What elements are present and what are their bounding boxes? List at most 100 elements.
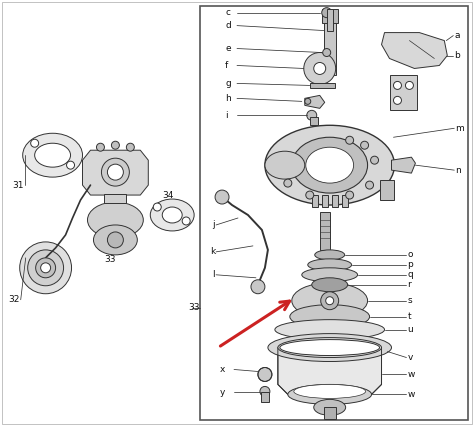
Bar bbox=[322, 195, 328, 207]
Text: c: c bbox=[225, 8, 230, 17]
Text: y: y bbox=[220, 388, 226, 397]
Bar bbox=[200, 6, 468, 420]
Circle shape bbox=[306, 191, 314, 199]
Circle shape bbox=[284, 179, 292, 187]
Polygon shape bbox=[382, 33, 447, 69]
Ellipse shape bbox=[23, 133, 82, 177]
Ellipse shape bbox=[288, 384, 372, 404]
Circle shape bbox=[127, 143, 134, 151]
Bar bbox=[322, 9, 337, 23]
Text: r: r bbox=[408, 280, 411, 289]
Circle shape bbox=[182, 217, 190, 225]
Text: v: v bbox=[408, 353, 413, 362]
Text: g: g bbox=[225, 79, 231, 88]
Text: n: n bbox=[456, 166, 461, 175]
Circle shape bbox=[322, 8, 332, 17]
Circle shape bbox=[20, 242, 72, 294]
Ellipse shape bbox=[315, 250, 345, 260]
Circle shape bbox=[307, 110, 317, 120]
Bar bbox=[312, 195, 318, 207]
Text: 34: 34 bbox=[163, 190, 174, 199]
Text: w: w bbox=[408, 390, 415, 399]
Circle shape bbox=[27, 250, 64, 286]
Ellipse shape bbox=[265, 125, 394, 205]
Text: u: u bbox=[408, 325, 413, 334]
Ellipse shape bbox=[162, 207, 182, 223]
Polygon shape bbox=[392, 157, 415, 173]
Circle shape bbox=[321, 292, 338, 310]
Circle shape bbox=[361, 141, 369, 149]
Circle shape bbox=[97, 143, 104, 151]
Circle shape bbox=[260, 386, 270, 397]
Ellipse shape bbox=[308, 259, 352, 271]
Text: 32: 32 bbox=[9, 295, 20, 304]
Circle shape bbox=[314, 63, 326, 75]
Bar bbox=[261, 392, 269, 403]
Circle shape bbox=[393, 81, 401, 89]
Text: f: f bbox=[225, 61, 228, 70]
Ellipse shape bbox=[314, 400, 346, 415]
Bar bbox=[324, 407, 336, 419]
Circle shape bbox=[393, 96, 401, 104]
Text: d: d bbox=[225, 21, 231, 30]
Ellipse shape bbox=[35, 143, 71, 167]
Ellipse shape bbox=[93, 225, 137, 255]
Bar bbox=[342, 195, 347, 207]
Text: b: b bbox=[454, 51, 460, 60]
Ellipse shape bbox=[280, 340, 380, 356]
Circle shape bbox=[346, 191, 354, 199]
Ellipse shape bbox=[150, 199, 194, 231]
Text: l: l bbox=[212, 271, 215, 279]
Polygon shape bbox=[324, 16, 336, 75]
Circle shape bbox=[258, 368, 272, 381]
Circle shape bbox=[405, 81, 413, 89]
Bar bbox=[332, 195, 337, 207]
Text: m: m bbox=[456, 124, 464, 133]
Bar bbox=[320, 212, 330, 250]
Text: k: k bbox=[210, 248, 215, 256]
Ellipse shape bbox=[278, 337, 382, 357]
Text: x: x bbox=[220, 365, 226, 374]
Circle shape bbox=[101, 158, 129, 186]
Text: o: o bbox=[408, 250, 413, 259]
Text: t: t bbox=[408, 312, 411, 321]
Text: a: a bbox=[454, 31, 460, 40]
Text: 33: 33 bbox=[105, 255, 116, 265]
Bar bbox=[310, 117, 318, 125]
Circle shape bbox=[323, 49, 331, 57]
Text: s: s bbox=[408, 296, 412, 305]
Ellipse shape bbox=[265, 151, 305, 179]
Ellipse shape bbox=[294, 384, 365, 398]
Ellipse shape bbox=[275, 320, 384, 340]
Circle shape bbox=[66, 161, 74, 169]
Text: j: j bbox=[212, 221, 215, 230]
Ellipse shape bbox=[88, 202, 143, 238]
Polygon shape bbox=[278, 348, 382, 394]
Circle shape bbox=[108, 232, 123, 248]
Ellipse shape bbox=[302, 268, 357, 282]
Ellipse shape bbox=[290, 305, 370, 328]
Text: q: q bbox=[408, 271, 413, 279]
Circle shape bbox=[215, 190, 229, 204]
Text: h: h bbox=[225, 94, 231, 103]
Polygon shape bbox=[310, 83, 335, 89]
Circle shape bbox=[31, 139, 39, 147]
Circle shape bbox=[326, 297, 334, 305]
Text: w: w bbox=[408, 370, 415, 379]
Text: 33: 33 bbox=[188, 303, 200, 312]
Text: e: e bbox=[225, 44, 231, 53]
Polygon shape bbox=[390, 75, 418, 110]
Polygon shape bbox=[305, 95, 325, 108]
Circle shape bbox=[111, 141, 119, 149]
Polygon shape bbox=[82, 150, 148, 195]
Ellipse shape bbox=[306, 147, 354, 183]
Circle shape bbox=[41, 263, 51, 273]
Circle shape bbox=[365, 181, 374, 189]
Text: p: p bbox=[408, 260, 413, 269]
Circle shape bbox=[305, 98, 311, 104]
Ellipse shape bbox=[292, 137, 367, 193]
Circle shape bbox=[36, 258, 55, 278]
Text: 31: 31 bbox=[13, 181, 24, 190]
Polygon shape bbox=[104, 194, 127, 203]
Circle shape bbox=[251, 280, 265, 294]
